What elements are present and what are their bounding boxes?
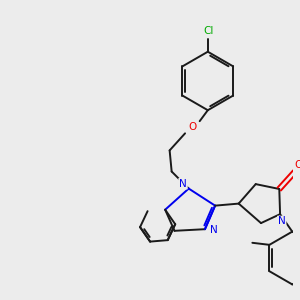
- Text: N: N: [210, 225, 218, 235]
- Text: N: N: [179, 179, 187, 189]
- Text: N: N: [278, 217, 286, 226]
- Text: O: O: [295, 160, 300, 170]
- Text: O: O: [188, 122, 196, 132]
- Text: Cl: Cl: [203, 26, 214, 36]
